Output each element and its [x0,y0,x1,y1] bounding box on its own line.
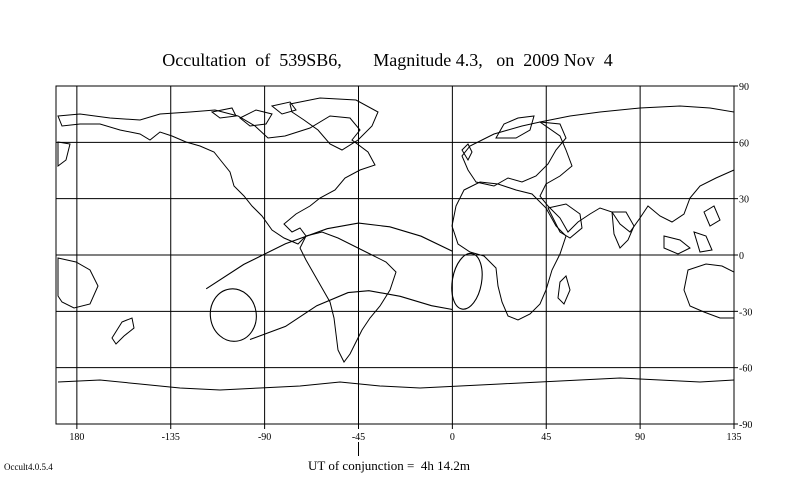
land-india [611,211,635,249]
title-date: on 2009 Nov 4 [496,50,613,70]
land-greenland [289,97,379,151]
graticule [55,85,738,429]
ut-conjunction: UT of conjunction = 4h 14.2m [308,458,470,474]
path-south-limit [249,290,453,341]
path-east-end-ellipse [451,252,483,310]
land-asia [538,105,735,233]
ut-conjunction-value: 4h 14.2m [420,458,471,473]
land-europe [461,121,567,187]
path-north-limit [205,222,453,290]
land-madagascar [557,275,571,305]
latitude-tick-labels: 90 60 30 0 -30 -60 -90 [739,82,752,431]
land-australia [683,263,735,319]
land-scandinavia [495,115,535,139]
latitude-label: 30 [739,195,749,206]
longitude-tick-labels: 180 -135 -90 -45 0 45 90 135 [69,432,741,443]
land-arabia [547,203,583,239]
land-new-zealand [111,317,135,345]
longitude-label: 90 [635,432,645,443]
continents [57,97,735,391]
chart-title: Occultation of 539SB6, Magnitude 4.3, on… [0,50,775,71]
longitude-label: -90 [258,432,271,443]
longitude-label: -135 [162,432,180,443]
latitude-label: -90 [739,420,752,431]
title-magnitude: Magnitude 4.3, [373,50,483,70]
longitude-label: -45 [352,432,365,443]
ut-conjunction-label: UT of conjunction = [308,458,415,473]
occultation-path [205,222,483,342]
longitude-label: 180 [69,432,84,443]
land-north-america [57,109,376,245]
land-africa [451,181,567,321]
land-arctic-islands [210,101,297,127]
latitude-label: -60 [739,364,752,375]
land-asia-west-edge [57,141,71,167]
longitude-label: 0 [450,432,455,443]
title-object: Occultation of 539SB6, [162,50,342,70]
land-britain [461,143,473,162]
latitude-label: 0 [739,251,744,262]
latitude-label: -30 [739,307,752,318]
latitude-label: 90 [739,82,749,93]
land-southeast-asia-islands [663,205,721,255]
land-south-america [299,231,397,363]
path-west-end-ellipse [209,288,257,342]
longitude-label: 45 [541,432,551,443]
longitude-label: 135 [727,432,742,443]
latitude-label: 60 [739,138,749,149]
land-antarctica [57,377,735,391]
software-version: Occult4.0.5.4 [4,462,53,472]
land-australia-west-edge [57,257,99,309]
